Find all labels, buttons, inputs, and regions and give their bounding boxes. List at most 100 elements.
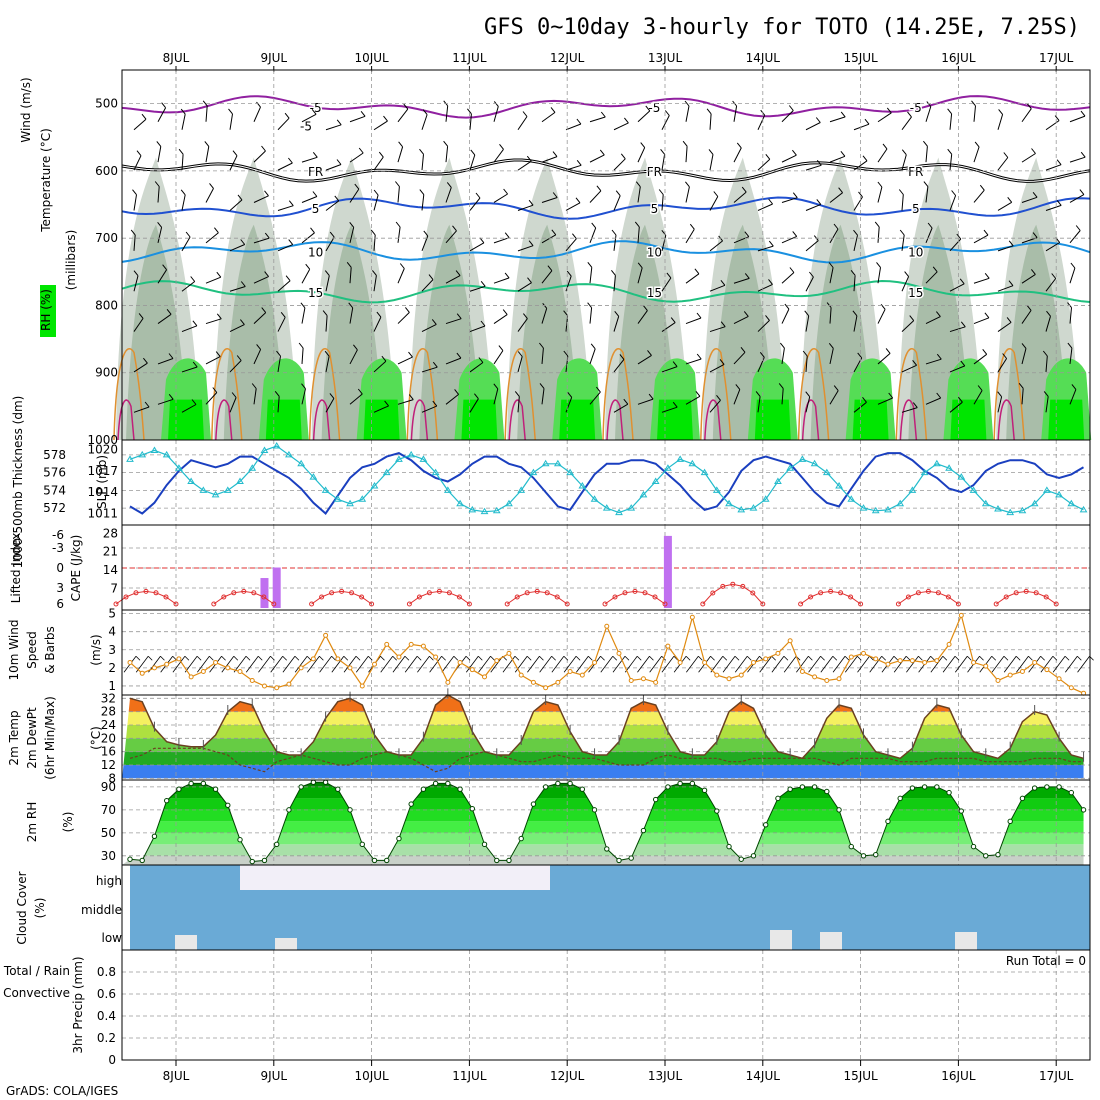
- wind-barb: [637, 656, 650, 673]
- wind-barb: [898, 189, 904, 195]
- axis-label: (millibars): [64, 230, 78, 291]
- thickness-marker: [920, 468, 929, 476]
- wind-speed-marker: [176, 656, 182, 662]
- rh-marker: [506, 857, 512, 864]
- wind-speed-marker: [848, 654, 854, 660]
- wind-barb: [493, 237, 510, 244]
- rh-marker: [1007, 818, 1013, 825]
- cloud-clear-low: [175, 935, 197, 950]
- wind-barb: [257, 655, 263, 661]
- wind-barb: [589, 190, 602, 203]
- wind-speed-marker: [983, 663, 989, 669]
- wind-barb: [802, 350, 808, 357]
- rh-marker: [530, 801, 537, 807]
- wind-barb: [615, 190, 621, 197]
- wind-speed-marker: [188, 674, 194, 680]
- wind-barb: [1045, 164, 1062, 171]
- wind-barb: [877, 186, 883, 203]
- x-axis-top: 8JUL 9JUL 10JUL 11JUL 12JUL 13JUL 14JUL 15JUL 16…: [163, 51, 1074, 72]
- wind-barb: [253, 150, 266, 163]
- temperature-contour: [704, 399, 722, 441]
- wind-barb: [469, 362, 484, 373]
- li-marker: [514, 594, 520, 600]
- wind-speed-marker: [1019, 668, 1025, 674]
- contour-label: 10: [908, 246, 923, 260]
- wind-barb: [353, 344, 358, 351]
- wind-barb: [349, 307, 354, 324]
- wind-barb: [526, 655, 532, 661]
- temperature-contour: [117, 399, 135, 441]
- wind-barb: [720, 279, 726, 286]
- wind-barb: [301, 232, 315, 244]
- wind-barb: [613, 158, 626, 171]
- wind-speed-marker: [237, 668, 243, 674]
- temp-line: [129, 694, 1084, 760]
- dewpoint-line: [129, 747, 1084, 773]
- wind-barb: [1069, 267, 1076, 284]
- wind-barb: [840, 150, 846, 157]
- wind-barb: [591, 222, 597, 229]
- rh-marker: [652, 796, 659, 803]
- wind-barb: [168, 393, 174, 400]
- wind-barb: [619, 354, 625, 360]
- temperature-contour: [895, 347, 928, 441]
- wind-barb: [781, 308, 790, 324]
- rh-marker: [616, 857, 622, 864]
- y-tick-label: 16: [101, 745, 116, 759]
- wind-speed-marker: [408, 641, 414, 647]
- wind-barb: [736, 142, 742, 149]
- thickness-marker: [884, 505, 892, 513]
- wind-barb: [452, 225, 457, 232]
- wind-speed-marker: [225, 665, 231, 671]
- wind-barb: [541, 234, 557, 244]
- wind-barb: [209, 655, 214, 661]
- wind-barb: [661, 235, 667, 251]
- wind-barb: [685, 395, 701, 405]
- wind-barb: [284, 112, 290, 119]
- wind-barb: [445, 275, 461, 284]
- wind-barb: [384, 400, 389, 407]
- wind-barb: [240, 239, 246, 245]
- wind-barb: [634, 221, 640, 228]
- wind-barb: [1045, 355, 1048, 372]
- wind-barb: [232, 150, 238, 157]
- thickness-marker: [761, 495, 770, 502]
- wind-barb: [325, 200, 340, 211]
- wind-barb: [685, 105, 690, 122]
- wind-barb: [541, 308, 548, 324]
- thickness-marker: [932, 459, 941, 467]
- wind-barb: [475, 192, 481, 199]
- li-marker: [700, 601, 706, 607]
- wind-barb: [502, 656, 516, 673]
- wind-barb: [901, 407, 918, 413]
- rh-marker: [885, 818, 891, 825]
- wind-barb: [918, 655, 923, 661]
- y-tick-label: 30: [101, 849, 116, 863]
- rh-marker: [677, 780, 683, 787]
- wind-barb: [421, 405, 437, 413]
- li-marker: [554, 594, 560, 600]
- temperature-contour: [993, 347, 1025, 441]
- wind-barb: [661, 406, 678, 413]
- wind-speed-marker: [494, 658, 500, 664]
- wind-speed-marker: [347, 665, 353, 671]
- wind-barb: [349, 393, 363, 405]
- wind-barb: [565, 123, 582, 131]
- wind-barb: [925, 316, 941, 325]
- wind-barb: [816, 199, 822, 205]
- wind-barb: [1003, 655, 1009, 661]
- thickness-marker: [627, 504, 636, 511]
- wind-speed-marker: [1068, 685, 1074, 691]
- wind-barb: [432, 361, 438, 368]
- thickness-marker: [1067, 499, 1076, 507]
- cloud-clear-low: [275, 938, 297, 950]
- wind-barb: [853, 275, 856, 292]
- li-line: [800, 590, 861, 605]
- wind-barb: [808, 656, 821, 673]
- wind-barb: [349, 115, 366, 123]
- wind-barb: [907, 111, 912, 118]
- wind-barb: [733, 351, 746, 365]
- thickness-marker: [700, 468, 709, 476]
- wind-barb: [666, 272, 672, 279]
- wind-barb: [684, 100, 690, 107]
